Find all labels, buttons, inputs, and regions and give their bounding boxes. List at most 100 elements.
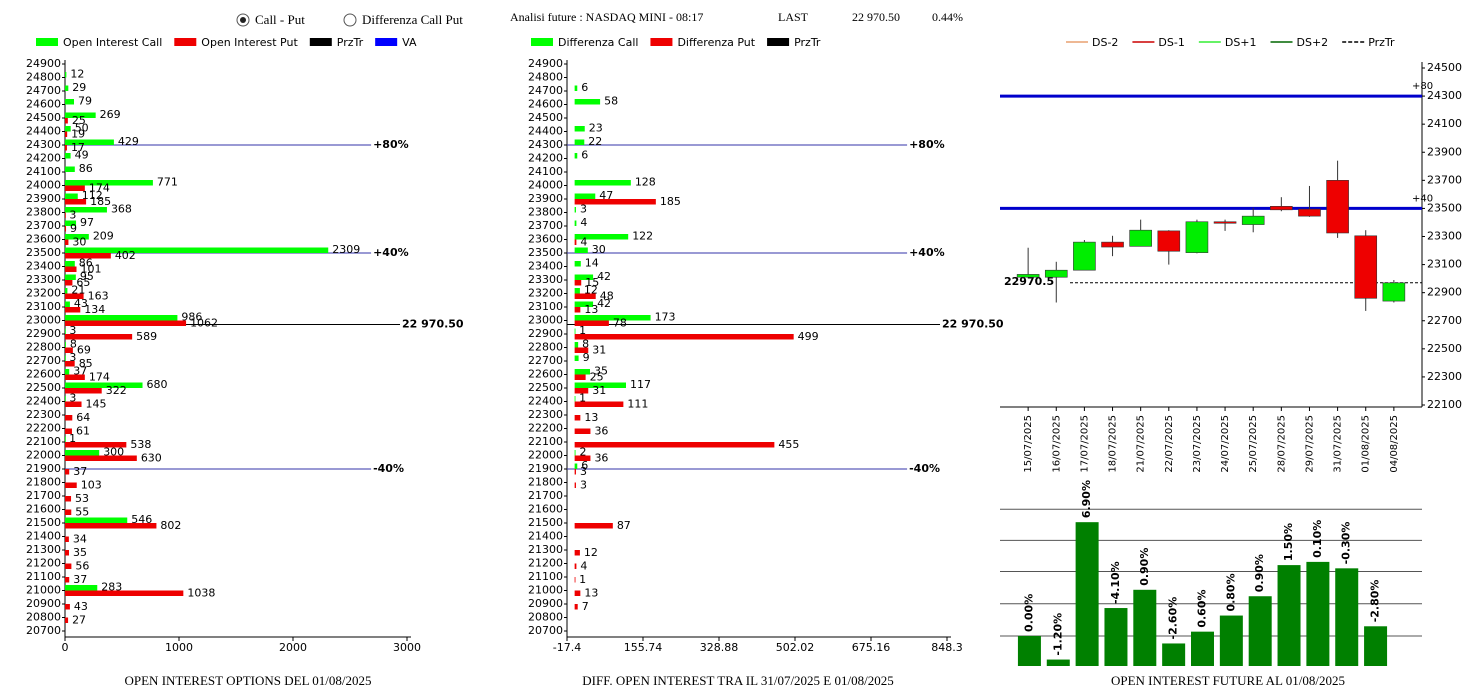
radio-label[interactable]: Call - Put xyxy=(255,12,305,27)
value-label: 4 xyxy=(580,216,587,229)
value-label: 8 xyxy=(70,338,77,351)
value-label: 48 xyxy=(600,290,614,303)
bar xyxy=(574,239,577,245)
value-label: 87 xyxy=(617,519,631,532)
y-tick-label: 22500 xyxy=(528,381,563,394)
bar xyxy=(65,72,67,78)
bar xyxy=(574,469,576,475)
legend-label: Open Interest Put xyxy=(201,36,298,49)
x-tick-label: 01/08/2025 xyxy=(1361,415,1372,473)
candle-body xyxy=(1354,235,1378,299)
value-label: 42 xyxy=(597,270,611,283)
reference-label: +80% xyxy=(373,138,409,151)
legend-swatch xyxy=(531,38,553,46)
bar xyxy=(574,577,576,583)
y-tick-label: 23100 xyxy=(1427,258,1462,271)
value-label: 30 xyxy=(72,236,86,249)
bar xyxy=(1075,522,1099,666)
bar xyxy=(1219,615,1243,666)
bar xyxy=(65,382,143,388)
value-label: 86 xyxy=(79,257,93,270)
x-tick-label: 3000 xyxy=(393,641,421,654)
bar xyxy=(1335,568,1359,666)
bar xyxy=(65,85,69,91)
value-label: 23 xyxy=(589,122,603,135)
value-label: 56 xyxy=(75,560,89,573)
value-label: 185 xyxy=(90,195,111,208)
bar xyxy=(65,126,71,132)
y-tick-label: 21400 xyxy=(528,530,563,543)
radio-differenza[interactable]: Differenza Call Put xyxy=(343,12,463,27)
value-label: 3 xyxy=(69,324,76,337)
radio[interactable] xyxy=(343,13,357,27)
bar-label: -4.10% xyxy=(1109,561,1122,604)
bar xyxy=(1306,561,1330,666)
bar-label: 6.90% xyxy=(1080,480,1093,518)
value-label: 69 xyxy=(77,344,91,357)
bar xyxy=(1277,565,1301,666)
y-tick-label: 22900 xyxy=(528,327,563,340)
bar xyxy=(574,234,629,240)
radio-call-put[interactable]: Call - Put xyxy=(236,12,305,27)
bar xyxy=(65,334,133,340)
y-tick-label: 21600 xyxy=(528,503,563,516)
value-label: 4 xyxy=(580,236,587,249)
chart-title: DIFF. OPEN INTEREST TRA IL 31/07/2025 E … xyxy=(582,673,893,688)
y-tick-label: 23700 xyxy=(1427,173,1462,186)
y-tick-label: 21600 xyxy=(26,503,61,516)
value-label: 27 xyxy=(72,614,86,627)
value-label: 47 xyxy=(599,189,613,202)
bar xyxy=(1046,659,1070,666)
y-tick-label: 24800 xyxy=(26,71,61,84)
bar xyxy=(1191,631,1214,666)
value-label: 322 xyxy=(106,384,127,397)
x-tick-label: 502.02 xyxy=(776,641,815,654)
x-tick-label: 21/07/2025 xyxy=(1136,415,1147,473)
value-label: 174 xyxy=(89,371,110,384)
value-label: 101 xyxy=(81,263,102,276)
value-label: 21 xyxy=(71,284,85,297)
y-tick-label: 23300 xyxy=(26,273,61,286)
bar xyxy=(574,428,591,434)
value-label: 3 xyxy=(580,203,587,216)
y-tick-label: 23900 xyxy=(1427,145,1462,158)
value-label: 145 xyxy=(86,398,107,411)
value-label: 6 xyxy=(581,149,588,162)
x-tick-label: 22/07/2025 xyxy=(1164,415,1175,473)
value-label: 7 xyxy=(582,600,589,613)
value-label: 29 xyxy=(72,81,86,94)
bar-label: 0.80% xyxy=(1224,573,1237,611)
value-label: 9 xyxy=(70,222,77,235)
bar xyxy=(65,617,69,623)
y-tick-label: 24000 xyxy=(528,179,563,192)
y-tick-label: 24600 xyxy=(26,98,61,111)
y-tick-label: 20700 xyxy=(528,624,563,637)
radio-label[interactable]: Differenza Call Put xyxy=(362,12,463,27)
x-tick-label: 2000 xyxy=(279,641,307,654)
bar xyxy=(65,347,73,353)
y-tick-label: 24700 xyxy=(26,84,61,97)
candle-body xyxy=(1016,274,1040,278)
y-tick-label: 22700 xyxy=(26,354,61,367)
bar xyxy=(574,153,578,159)
bar xyxy=(65,604,70,610)
bar xyxy=(65,139,114,145)
value-label: 14 xyxy=(585,257,599,270)
y-tick-label: 20900 xyxy=(26,597,61,610)
bar xyxy=(65,396,66,402)
value-label: 12 xyxy=(584,546,598,559)
bar xyxy=(574,355,579,361)
bar xyxy=(65,328,66,334)
bar xyxy=(574,99,601,105)
y-tick-label: 21100 xyxy=(26,570,61,583)
bar xyxy=(65,536,69,542)
bar xyxy=(65,455,137,461)
bar xyxy=(574,293,596,299)
value-label: 3 xyxy=(69,209,76,222)
value-label: 97 xyxy=(80,216,94,229)
bar xyxy=(65,374,85,380)
bar-label: 1.50% xyxy=(1282,523,1295,561)
y-tick-label: 24000 xyxy=(26,179,61,192)
